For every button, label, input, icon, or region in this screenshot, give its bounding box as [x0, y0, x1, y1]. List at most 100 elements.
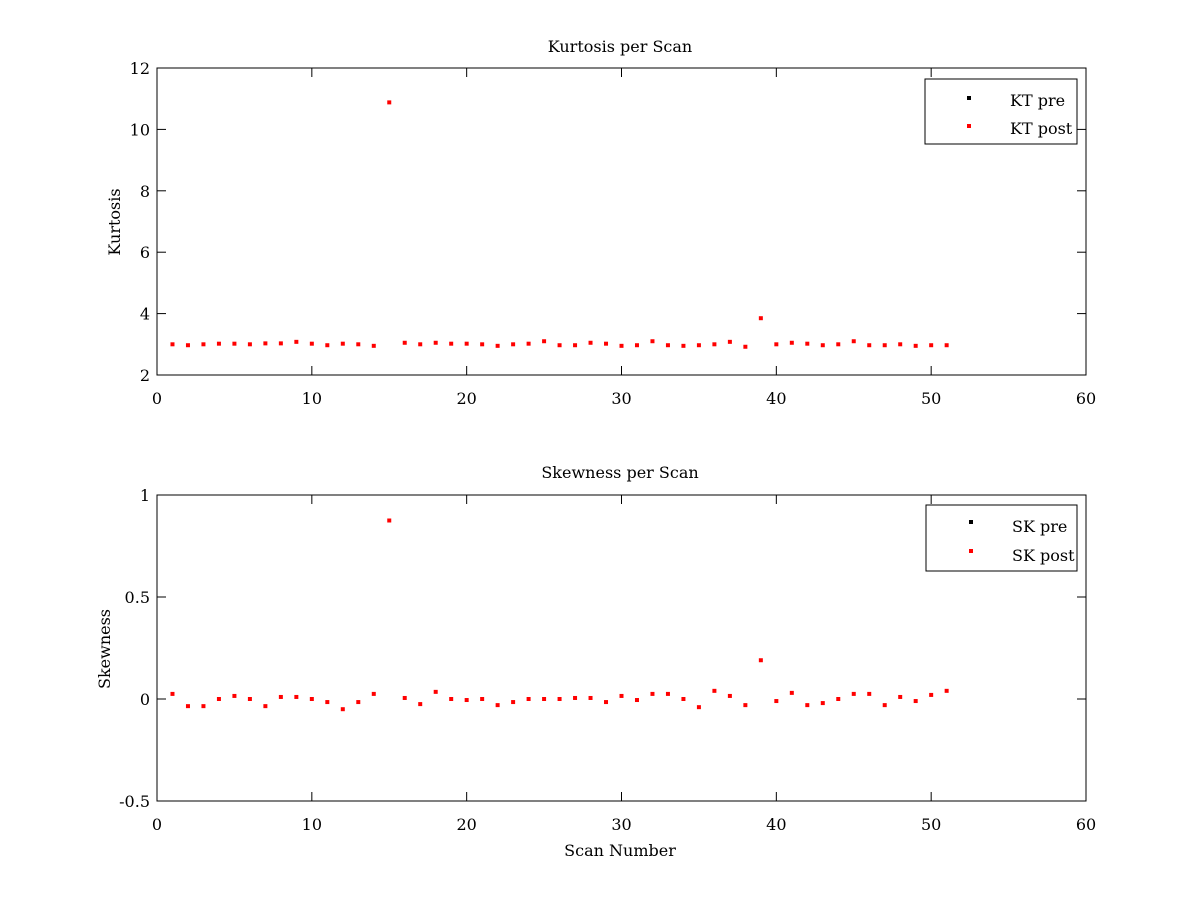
y-tick-label: 6 [140, 243, 150, 262]
x-tick-label: 10 [302, 389, 322, 408]
data-point [898, 694, 903, 699]
data-point [588, 340, 593, 345]
data-point [789, 690, 794, 695]
data-point [573, 695, 578, 700]
x-tick-label: 20 [456, 389, 476, 408]
x-tick-label: 50 [921, 389, 941, 408]
data-point [774, 699, 779, 704]
data-point [820, 343, 825, 348]
plot-frame [156, 494, 1087, 802]
data-point [170, 342, 175, 347]
data-point [526, 697, 531, 701]
y-tick-label: 4 [140, 305, 150, 324]
data-point [433, 340, 438, 345]
data-point [727, 339, 732, 344]
data-point [944, 688, 949, 693]
data-point [789, 340, 794, 345]
data-point [278, 341, 283, 346]
data-point [867, 691, 872, 696]
chart-title: Skewness per Scan [541, 463, 698, 482]
legend-label-sk-post: SK post [1012, 546, 1075, 565]
data-point [898, 342, 903, 347]
data-point [309, 341, 314, 346]
data-point [170, 691, 175, 696]
data-point [851, 691, 856, 696]
data-point [325, 343, 330, 348]
x-tick-label: 50 [921, 815, 941, 834]
data-point [449, 341, 454, 346]
legend-label-kt-pre: KT pre [1010, 91, 1065, 110]
data-point [201, 342, 206, 347]
data-point [665, 343, 670, 348]
data-point [449, 697, 454, 701]
data-point [573, 343, 578, 348]
data-point [526, 341, 531, 346]
data-point [247, 697, 252, 701]
tick-group: 0 10 20 30 40 50 60 2 4 6 8 10 12 [130, 59, 1097, 408]
data-point [929, 692, 934, 697]
x-tick-label: 0 [152, 815, 162, 834]
data-point [294, 339, 299, 344]
data-point [216, 697, 221, 701]
y-axis-label: Skewness [95, 609, 114, 689]
skewness-chart: Skewness per Scan Skewness Scan Number 0… [95, 463, 1096, 860]
data-point [836, 697, 841, 701]
data-point [495, 703, 500, 708]
data-point [511, 700, 516, 705]
data-points [170, 100, 949, 349]
data-point [681, 697, 686, 701]
data-point [867, 343, 872, 348]
data-point [263, 704, 268, 709]
data-point [851, 339, 856, 344]
data-point [696, 343, 701, 348]
legend-box [924, 78, 1078, 145]
data-point [480, 342, 485, 347]
legend-label-sk-pre: SK pre [1012, 517, 1067, 536]
legend-label-kt-post: KT post [1010, 119, 1073, 138]
data-point [433, 689, 438, 694]
data-point [495, 343, 500, 348]
y-tick-label: 2 [140, 366, 150, 385]
data-point [743, 344, 748, 349]
data-point [712, 688, 717, 693]
data-point [294, 694, 299, 699]
data-point [604, 341, 609, 346]
data-point [464, 341, 469, 346]
data-point [356, 342, 361, 347]
chart-title: Kurtosis per Scan [548, 37, 692, 56]
data-point [634, 698, 639, 703]
x-tick-label: 30 [611, 389, 631, 408]
data-point [418, 342, 423, 347]
data-point [247, 342, 252, 347]
data-point [681, 343, 686, 348]
data-point [882, 703, 887, 708]
legend-marker-kt-pre [967, 96, 971, 100]
x-tick-label: 60 [1076, 815, 1096, 834]
data-point [263, 341, 268, 346]
data-point [387, 100, 392, 105]
data-point [325, 700, 330, 705]
data-point [216, 341, 221, 346]
y-tick-label: 10 [130, 120, 150, 139]
y-tick-label: 8 [140, 182, 150, 201]
data-point [201, 704, 206, 709]
data-point [805, 703, 810, 708]
data-point [511, 342, 516, 347]
data-point [340, 341, 345, 346]
data-point [557, 697, 562, 701]
x-tick-label: 20 [456, 815, 476, 834]
data-point [402, 340, 407, 345]
y-tick-label: 0.5 [125, 588, 150, 607]
data-point [356, 700, 361, 705]
data-point [820, 701, 825, 706]
data-point [650, 339, 655, 344]
data-point [727, 693, 732, 698]
data-point [340, 707, 345, 712]
data-point [882, 343, 887, 348]
data-point [232, 693, 237, 698]
kurtosis-chart: Kurtosis per Scan Kurtosis 0 10 20 30 40 50 60… [105, 37, 1096, 408]
data-point [696, 705, 701, 710]
y-tick-label: 0 [140, 690, 150, 709]
y-tick-label: -0.5 [119, 792, 150, 811]
